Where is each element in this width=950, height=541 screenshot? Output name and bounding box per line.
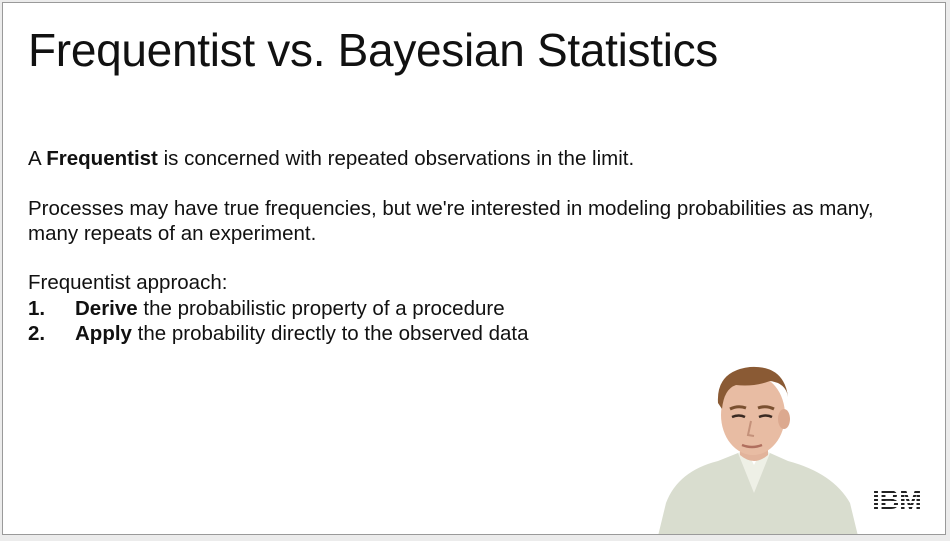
slide-title: Frequentist vs. Bayesian Statistics [28,24,719,76]
paragraph-processes: Processes may have true frequencies, but… [28,197,874,245]
p1-prefix: A [28,147,47,170]
p1-rest: is concerned with repeated observations … [157,147,635,170]
paragraph-frequentist: A Frequentist is concerned with repeated… [28,146,908,171]
approach-steps: 1. Derive the probabilistic property of … [28,296,529,346]
svg-text:IBM: IBM [872,486,922,512]
step-text: Apply the probability directly to the ob… [75,321,529,346]
step-bold: Apply [75,322,132,345]
step-rest: the probability directly to the observed… [131,322,529,345]
presenter-figure [658,366,858,534]
list-item: 1. Derive the probabilistic property of … [28,296,529,321]
ibm-logo: IBM [872,486,922,512]
step-bold: Derive [75,297,138,320]
list-item: 2. Apply the probability directly to the… [28,321,529,346]
paragraph-approach: Frequentist approach: [28,271,228,294]
step-number: 1. [28,297,46,320]
presenter-video-icon [658,353,858,534]
slide: Frequentist vs. Bayesian Statistics A Fr… [2,2,946,535]
p1-bold-term: Frequentist [46,147,158,170]
step-number: 2. [28,322,46,345]
step-text: Derive the probabilistic property of a p… [75,296,505,321]
step-rest: the probabilistic property of a procedur… [137,297,505,320]
